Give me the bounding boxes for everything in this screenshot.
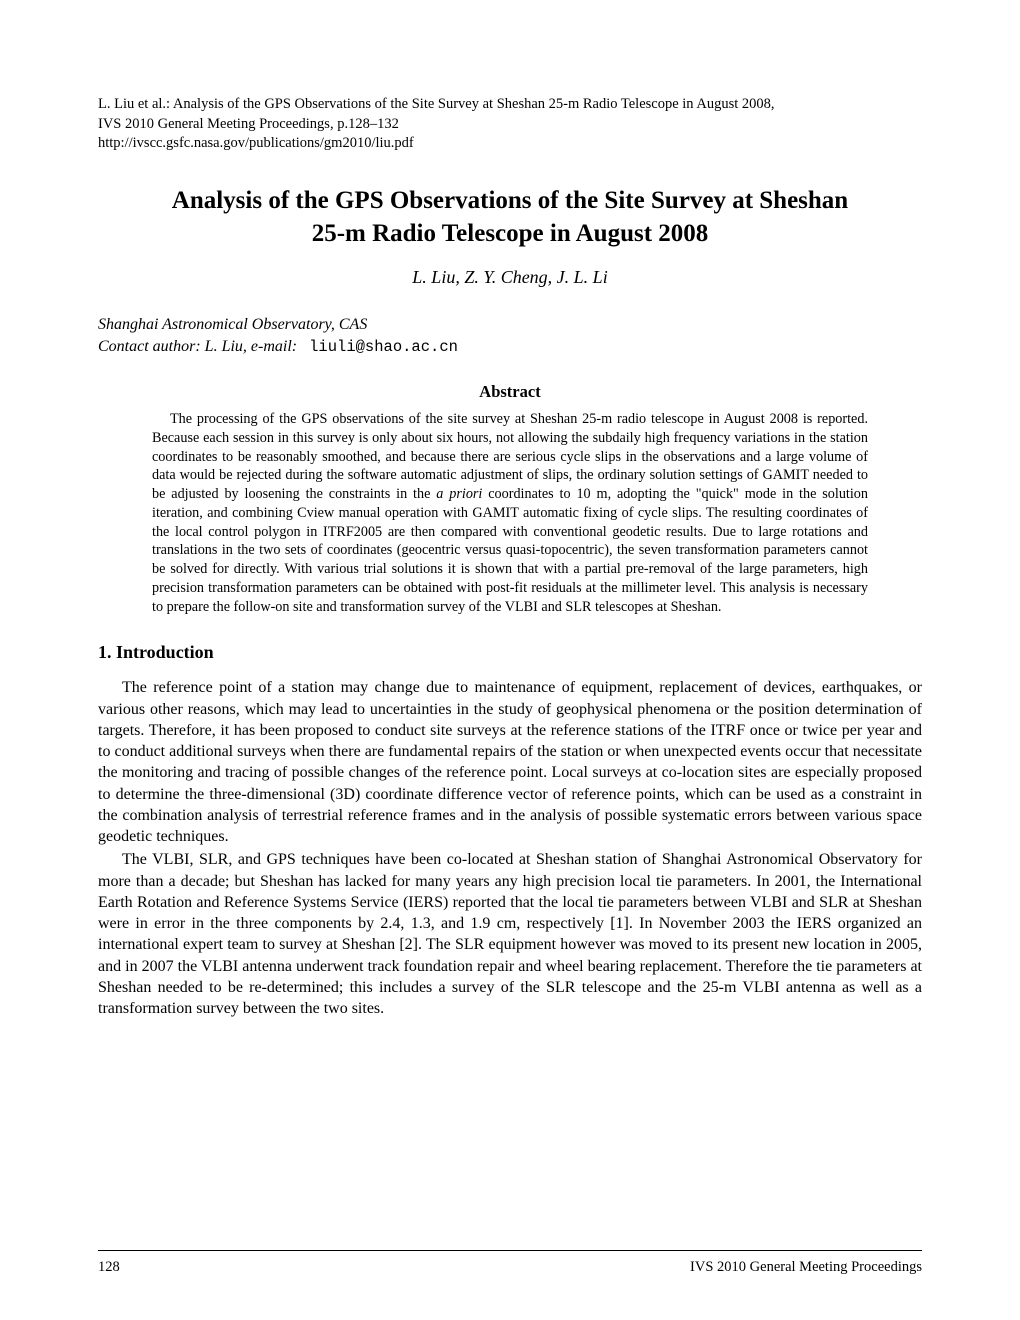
header-line-proceedings: IVS 2010 General Meeting Proceedings, p.…	[98, 115, 922, 135]
header-line-url: http://ivscc.gsfc.nasa.gov/publications/…	[98, 134, 922, 154]
footer-proceedings: IVS 2010 General Meeting Proceedings	[690, 1259, 922, 1276]
abstract-text-post: coordinates to 10 m, adopting the "quick…	[152, 486, 868, 614]
header-line-citation: L. Liu et al.: Analysis of the GPS Obser…	[98, 95, 922, 115]
title-line-1: Analysis of the GPS Observations of the …	[98, 184, 922, 218]
page-footer: 128 IVS 2010 General Meeting Proceedings	[98, 1250, 922, 1276]
paper-page: L. Liu et al.: Analysis of the GPS Obser…	[0, 0, 1020, 1320]
section-1-heading: 1. Introduction	[98, 642, 922, 663]
paper-title: Analysis of the GPS Observations of the …	[98, 184, 922, 252]
contact-label: Contact author: L. Liu, e-mail:	[98, 338, 297, 355]
title-line-2: 25-m Radio Telescope in August 2008	[98, 217, 922, 251]
abstract-heading: Abstract	[98, 382, 922, 402]
abstract-italic-apriori: a priori	[436, 486, 482, 502]
contact-email: liuli@shao.ac.cn	[309, 338, 458, 356]
page-number: 128	[98, 1259, 120, 1276]
author-list: L. Liu, Z. Y. Cheng, J. L. Li	[98, 267, 922, 288]
intro-para-2: The VLBI, SLR, and GPS techniques have b…	[98, 849, 922, 1019]
abstract-body: The processing of the GPS observations o…	[152, 410, 868, 616]
contact-line: Contact author: L. Liu, e-mail: liuli@sh…	[98, 338, 922, 356]
intro-para-1: The reference point of a station may cha…	[98, 677, 922, 847]
affiliation: Shanghai Astronomical Observatory, CAS	[98, 316, 922, 334]
running-header: L. Liu et al.: Analysis of the GPS Obser…	[98, 95, 922, 154]
